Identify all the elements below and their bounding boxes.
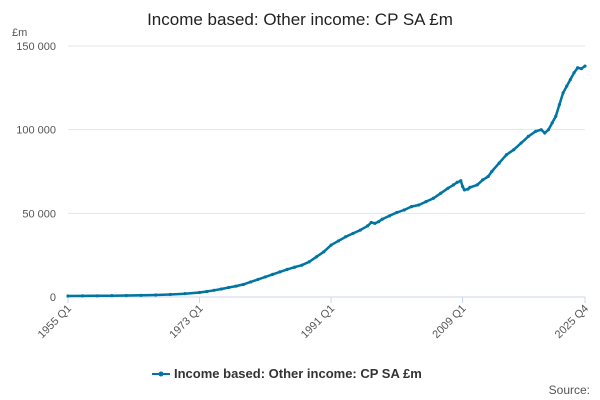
x-axis-ticks: 1955 Q1 1973 Q1 1991 Q1 2009 Q1 2025 Q4: [36, 297, 591, 341]
data-point[interactable]: [380, 217, 384, 221]
data-point[interactable]: [307, 260, 311, 264]
data-point[interactable]: [486, 174, 490, 179]
data-point[interactable]: [576, 66, 580, 70]
data-point[interactable]: [402, 208, 406, 212]
data-point[interactable]: [95, 294, 99, 298]
data-point[interactable]: [561, 91, 565, 95]
data-point[interactable]: [292, 265, 297, 269]
data-point[interactable]: [424, 200, 428, 204]
data-point[interactable]: [373, 221, 377, 225]
data-point[interactable]: [568, 77, 572, 82]
legend[interactable]: Income based: Other income: CP SA £m: [152, 366, 422, 381]
series-line[interactable]: [66, 64, 587, 298]
data-point[interactable]: [446, 186, 450, 190]
data-point[interactable]: [534, 129, 538, 133]
y-tick-label: 0: [50, 292, 56, 304]
data-point[interactable]: [462, 188, 467, 192]
data-point[interactable]: [546, 128, 551, 132]
data-point[interactable]: [451, 183, 456, 187]
data-point[interactable]: [351, 231, 355, 236]
y-axis-ticks: 0 50 000 100 000 150 000: [16, 41, 56, 304]
x-tick-label: 1973 Q1: [167, 303, 205, 341]
data-point[interactable]: [314, 255, 319, 259]
data-point[interactable]: [369, 220, 373, 225]
y-axis-unit: £m: [12, 27, 27, 39]
data-point[interactable]: [124, 293, 129, 298]
data-point[interactable]: [512, 148, 516, 152]
x-tick-label: 2025 Q4: [553, 303, 591, 341]
data-point[interactable]: [271, 272, 275, 277]
data-point[interactable]: [376, 220, 381, 224]
data-point[interactable]: [439, 191, 443, 195]
data-point[interactable]: [572, 71, 576, 75]
series-layer: [66, 64, 587, 298]
data-point[interactable]: [455, 180, 459, 184]
chart-title: Income based: Other income: CP SA £m: [147, 10, 453, 29]
data-point[interactable]: [285, 267, 289, 271]
data-point[interactable]: [322, 250, 326, 254]
data-point[interactable]: [81, 294, 85, 298]
data-point[interactable]: [557, 102, 562, 107]
data-point[interactable]: [336, 239, 340, 243]
data-point[interactable]: [263, 275, 267, 279]
data-point[interactable]: [241, 282, 245, 287]
data-point[interactable]: [168, 292, 172, 297]
y-tick-label: 100 000: [16, 125, 56, 137]
data-point[interactable]: [468, 185, 472, 189]
data-point[interactable]: [234, 284, 238, 288]
gridlines: [68, 45, 585, 214]
data-point[interactable]: [212, 288, 216, 292]
legend-swatch-marker: [158, 371, 164, 377]
data-point[interactable]: [583, 64, 587, 68]
data-point[interactable]: [554, 114, 558, 118]
data-point[interactable]: [539, 128, 543, 132]
data-point[interactable]: [358, 228, 362, 232]
data-point[interactable]: [387, 214, 392, 218]
data-point[interactable]: [256, 277, 260, 282]
data-point[interactable]: [409, 205, 414, 209]
data-point[interactable]: [366, 224, 370, 228]
x-tick-label: 2009 Q1: [430, 303, 468, 341]
data-point[interactable]: [497, 161, 501, 165]
data-point[interactable]: [395, 210, 399, 215]
data-point[interactable]: [66, 294, 70, 298]
data-point[interactable]: [329, 243, 333, 247]
data-point[interactable]: [219, 287, 224, 291]
data-point[interactable]: [526, 134, 530, 138]
data-point[interactable]: [417, 203, 421, 207]
data-point[interactable]: [481, 178, 485, 182]
data-point[interactable]: [249, 280, 253, 284]
data-point[interactable]: [519, 141, 523, 145]
data-point[interactable]: [154, 293, 158, 297]
data-point[interactable]: [183, 292, 187, 296]
data-point[interactable]: [300, 263, 304, 267]
x-tick-label: 1955 Q1: [36, 303, 74, 341]
data-point[interactable]: [344, 235, 348, 239]
data-point[interactable]: [550, 121, 554, 125]
data-point[interactable]: [278, 270, 282, 274]
x-tick-label: 1991 Q1: [299, 303, 337, 341]
data-point[interactable]: [490, 169, 494, 174]
y-tick-label: 50 000: [22, 208, 56, 220]
data-point[interactable]: [504, 153, 509, 157]
source-label: Source:: [549, 383, 590, 397]
data-point[interactable]: [227, 285, 231, 290]
data-point[interactable]: [431, 196, 435, 200]
data-point[interactable]: [197, 290, 202, 295]
data-point[interactable]: [110, 294, 114, 298]
data-point[interactable]: [543, 131, 547, 135]
data-point[interactable]: [139, 293, 143, 297]
legend-label[interactable]: Income based: Other income: CP SA £m: [174, 366, 422, 381]
data-point[interactable]: [461, 184, 465, 189]
data-point[interactable]: [459, 179, 463, 183]
y-tick-label: 150 000: [16, 41, 56, 53]
data-point[interactable]: [205, 289, 209, 294]
data-point[interactable]: [475, 183, 479, 187]
data-point[interactable]: [565, 84, 569, 88]
data-point[interactable]: [579, 66, 583, 71]
